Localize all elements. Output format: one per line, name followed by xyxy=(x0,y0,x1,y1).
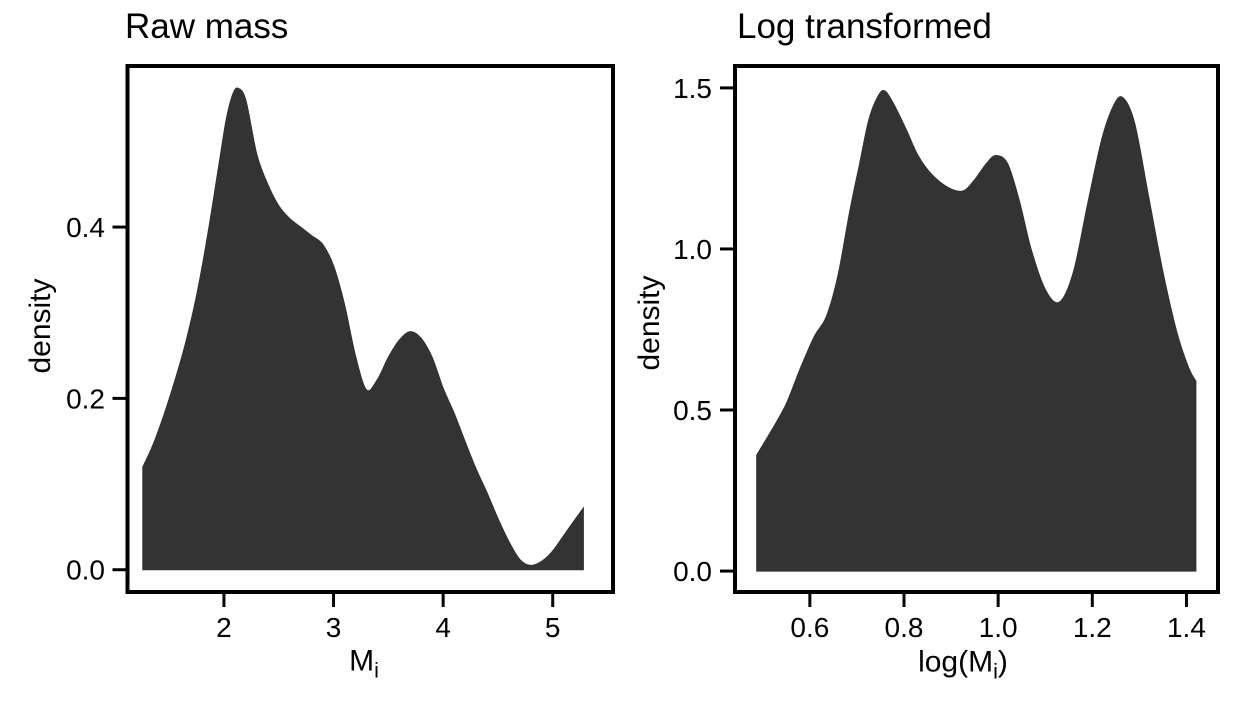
right-y-axis-title: density xyxy=(633,275,666,371)
right-plot-title: Log transformed xyxy=(737,7,992,46)
density-panel-0: 2 3 4 5 0.0 0.2 0.4 xyxy=(66,64,615,643)
density-area xyxy=(142,87,584,571)
x-label-base: M xyxy=(968,645,994,679)
y-tick-label: 0.0 xyxy=(66,555,105,586)
x-tick-label: 3 xyxy=(326,612,342,643)
left-x-axis-title: Mi xyxy=(349,645,379,684)
y-tick-label: 0.4 xyxy=(66,212,105,243)
density-panel-1: 0.6 0.8 1.0 1.2 1.4 0.0 0.5 1.0 1.5 xyxy=(673,64,1220,643)
left-plot-title: Raw mass xyxy=(125,7,289,46)
x-label-subscript: i xyxy=(374,657,379,683)
x-tick-label: 5 xyxy=(545,612,561,643)
x-label-suffix: ) xyxy=(997,645,1008,679)
x-tick-label: 1.0 xyxy=(979,612,1018,643)
left-y-axis-title: density xyxy=(24,278,57,374)
x-tick-label: 0.8 xyxy=(885,612,924,643)
y-tick-label: 1.0 xyxy=(673,234,712,265)
panel-border xyxy=(733,64,1220,594)
y-tick-label: 0.2 xyxy=(66,383,105,414)
x-tick-label: 1.4 xyxy=(1167,612,1206,643)
x-tick-label: 0.6 xyxy=(790,612,829,643)
x-tick-label: 4 xyxy=(435,612,451,643)
y-tick-label: 0.0 xyxy=(673,556,712,587)
x-label-base: M xyxy=(349,644,375,678)
y-tick-label: 1.5 xyxy=(673,73,712,104)
density-area xyxy=(756,90,1197,572)
panel-border xyxy=(125,64,615,594)
x-tick-label: 2 xyxy=(216,612,232,643)
x-label-prefix: log( xyxy=(918,645,969,679)
x-label-subscript: i xyxy=(993,658,998,684)
x-tick-label: 1.2 xyxy=(1073,612,1112,643)
y-tick-label: 0.5 xyxy=(673,395,712,426)
right-x-axis-title: log(Mi) xyxy=(918,646,1008,685)
